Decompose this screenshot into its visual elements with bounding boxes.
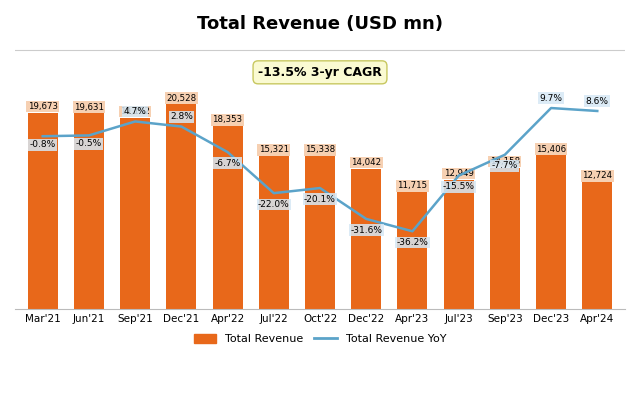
Text: 12,949: 12,949 [444,169,474,178]
Bar [28,113,58,308]
Bar [166,104,196,308]
Bar [444,180,474,308]
Text: 15,406: 15,406 [536,144,566,154]
Text: 19,673: 19,673 [28,102,58,111]
Text: 15,338: 15,338 [305,145,335,154]
Text: 8.6%: 8.6% [586,97,609,105]
Text: -36.2%: -36.2% [397,238,428,247]
Text: 19,631: 19,631 [74,103,104,111]
Bar [74,113,104,308]
Text: -13.5% 3-yr CAGR: -13.5% 3-yr CAGR [258,66,382,79]
Text: -22.0%: -22.0% [258,200,290,209]
Text: 20,528: 20,528 [166,94,196,103]
Text: 2.8%: 2.8% [170,112,193,121]
Text: -15.5%: -15.5% [443,182,475,191]
Bar [397,192,428,308]
Text: 9.7%: 9.7% [540,94,563,103]
Text: 4.7%: 4.7% [124,107,147,116]
Text: 19,192: 19,192 [120,107,150,116]
Bar [351,169,381,308]
Bar [259,156,289,308]
Bar [582,182,612,308]
Text: -31.6%: -31.6% [350,226,382,235]
Text: -20.1%: -20.1% [304,195,336,204]
Bar [536,155,566,308]
Text: -7.7%: -7.7% [492,162,518,170]
Title: Total Revenue (USD mn): Total Revenue (USD mn) [197,15,443,33]
Legend: Total Revenue, Total Revenue YoY: Total Revenue, Total Revenue YoY [189,330,451,349]
Text: -6.7%: -6.7% [214,159,241,168]
Bar [120,118,150,308]
Text: 11,715: 11,715 [397,181,428,190]
Text: -0.5%: -0.5% [76,139,102,148]
Bar [305,156,335,308]
Text: 14,158: 14,158 [490,157,520,166]
Text: 18,353: 18,353 [212,115,243,124]
Text: 12,724: 12,724 [582,171,612,180]
Text: 15,321: 15,321 [259,145,289,154]
Bar [490,168,520,308]
Bar [212,126,243,308]
Text: 14,042: 14,042 [351,158,381,167]
Text: -0.8%: -0.8% [29,140,56,149]
